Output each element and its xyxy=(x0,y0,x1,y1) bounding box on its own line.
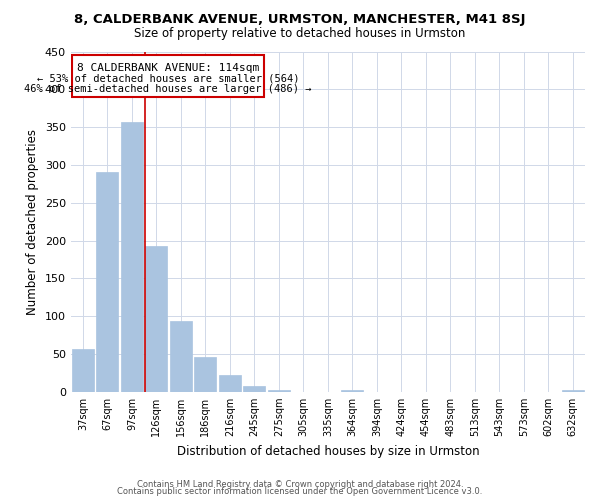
Bar xyxy=(341,390,364,392)
Text: Contains public sector information licensed under the Open Government Licence v3: Contains public sector information licen… xyxy=(118,487,482,496)
FancyBboxPatch shape xyxy=(72,56,264,97)
Text: ← 53% of detached houses are smaller (564): ← 53% of detached houses are smaller (56… xyxy=(37,74,299,84)
Bar xyxy=(170,322,192,392)
Bar xyxy=(219,375,241,392)
Bar xyxy=(562,390,584,392)
Bar xyxy=(97,172,118,392)
Text: 8, CALDERBANK AVENUE, URMSTON, MANCHESTER, M41 8SJ: 8, CALDERBANK AVENUE, URMSTON, MANCHESTE… xyxy=(74,12,526,26)
Bar xyxy=(268,390,290,392)
Bar xyxy=(145,246,167,392)
Bar xyxy=(244,386,265,392)
Bar xyxy=(121,122,143,392)
Bar xyxy=(72,348,94,392)
Bar xyxy=(194,357,217,392)
Text: Size of property relative to detached houses in Urmston: Size of property relative to detached ho… xyxy=(134,28,466,40)
Text: 8 CALDERBANK AVENUE: 114sqm: 8 CALDERBANK AVENUE: 114sqm xyxy=(77,63,259,73)
Text: Contains HM Land Registry data © Crown copyright and database right 2024.: Contains HM Land Registry data © Crown c… xyxy=(137,480,463,489)
X-axis label: Distribution of detached houses by size in Urmston: Distribution of detached houses by size … xyxy=(176,444,479,458)
Text: 46% of semi-detached houses are larger (486) →: 46% of semi-detached houses are larger (… xyxy=(25,84,312,94)
Y-axis label: Number of detached properties: Number of detached properties xyxy=(26,128,39,314)
